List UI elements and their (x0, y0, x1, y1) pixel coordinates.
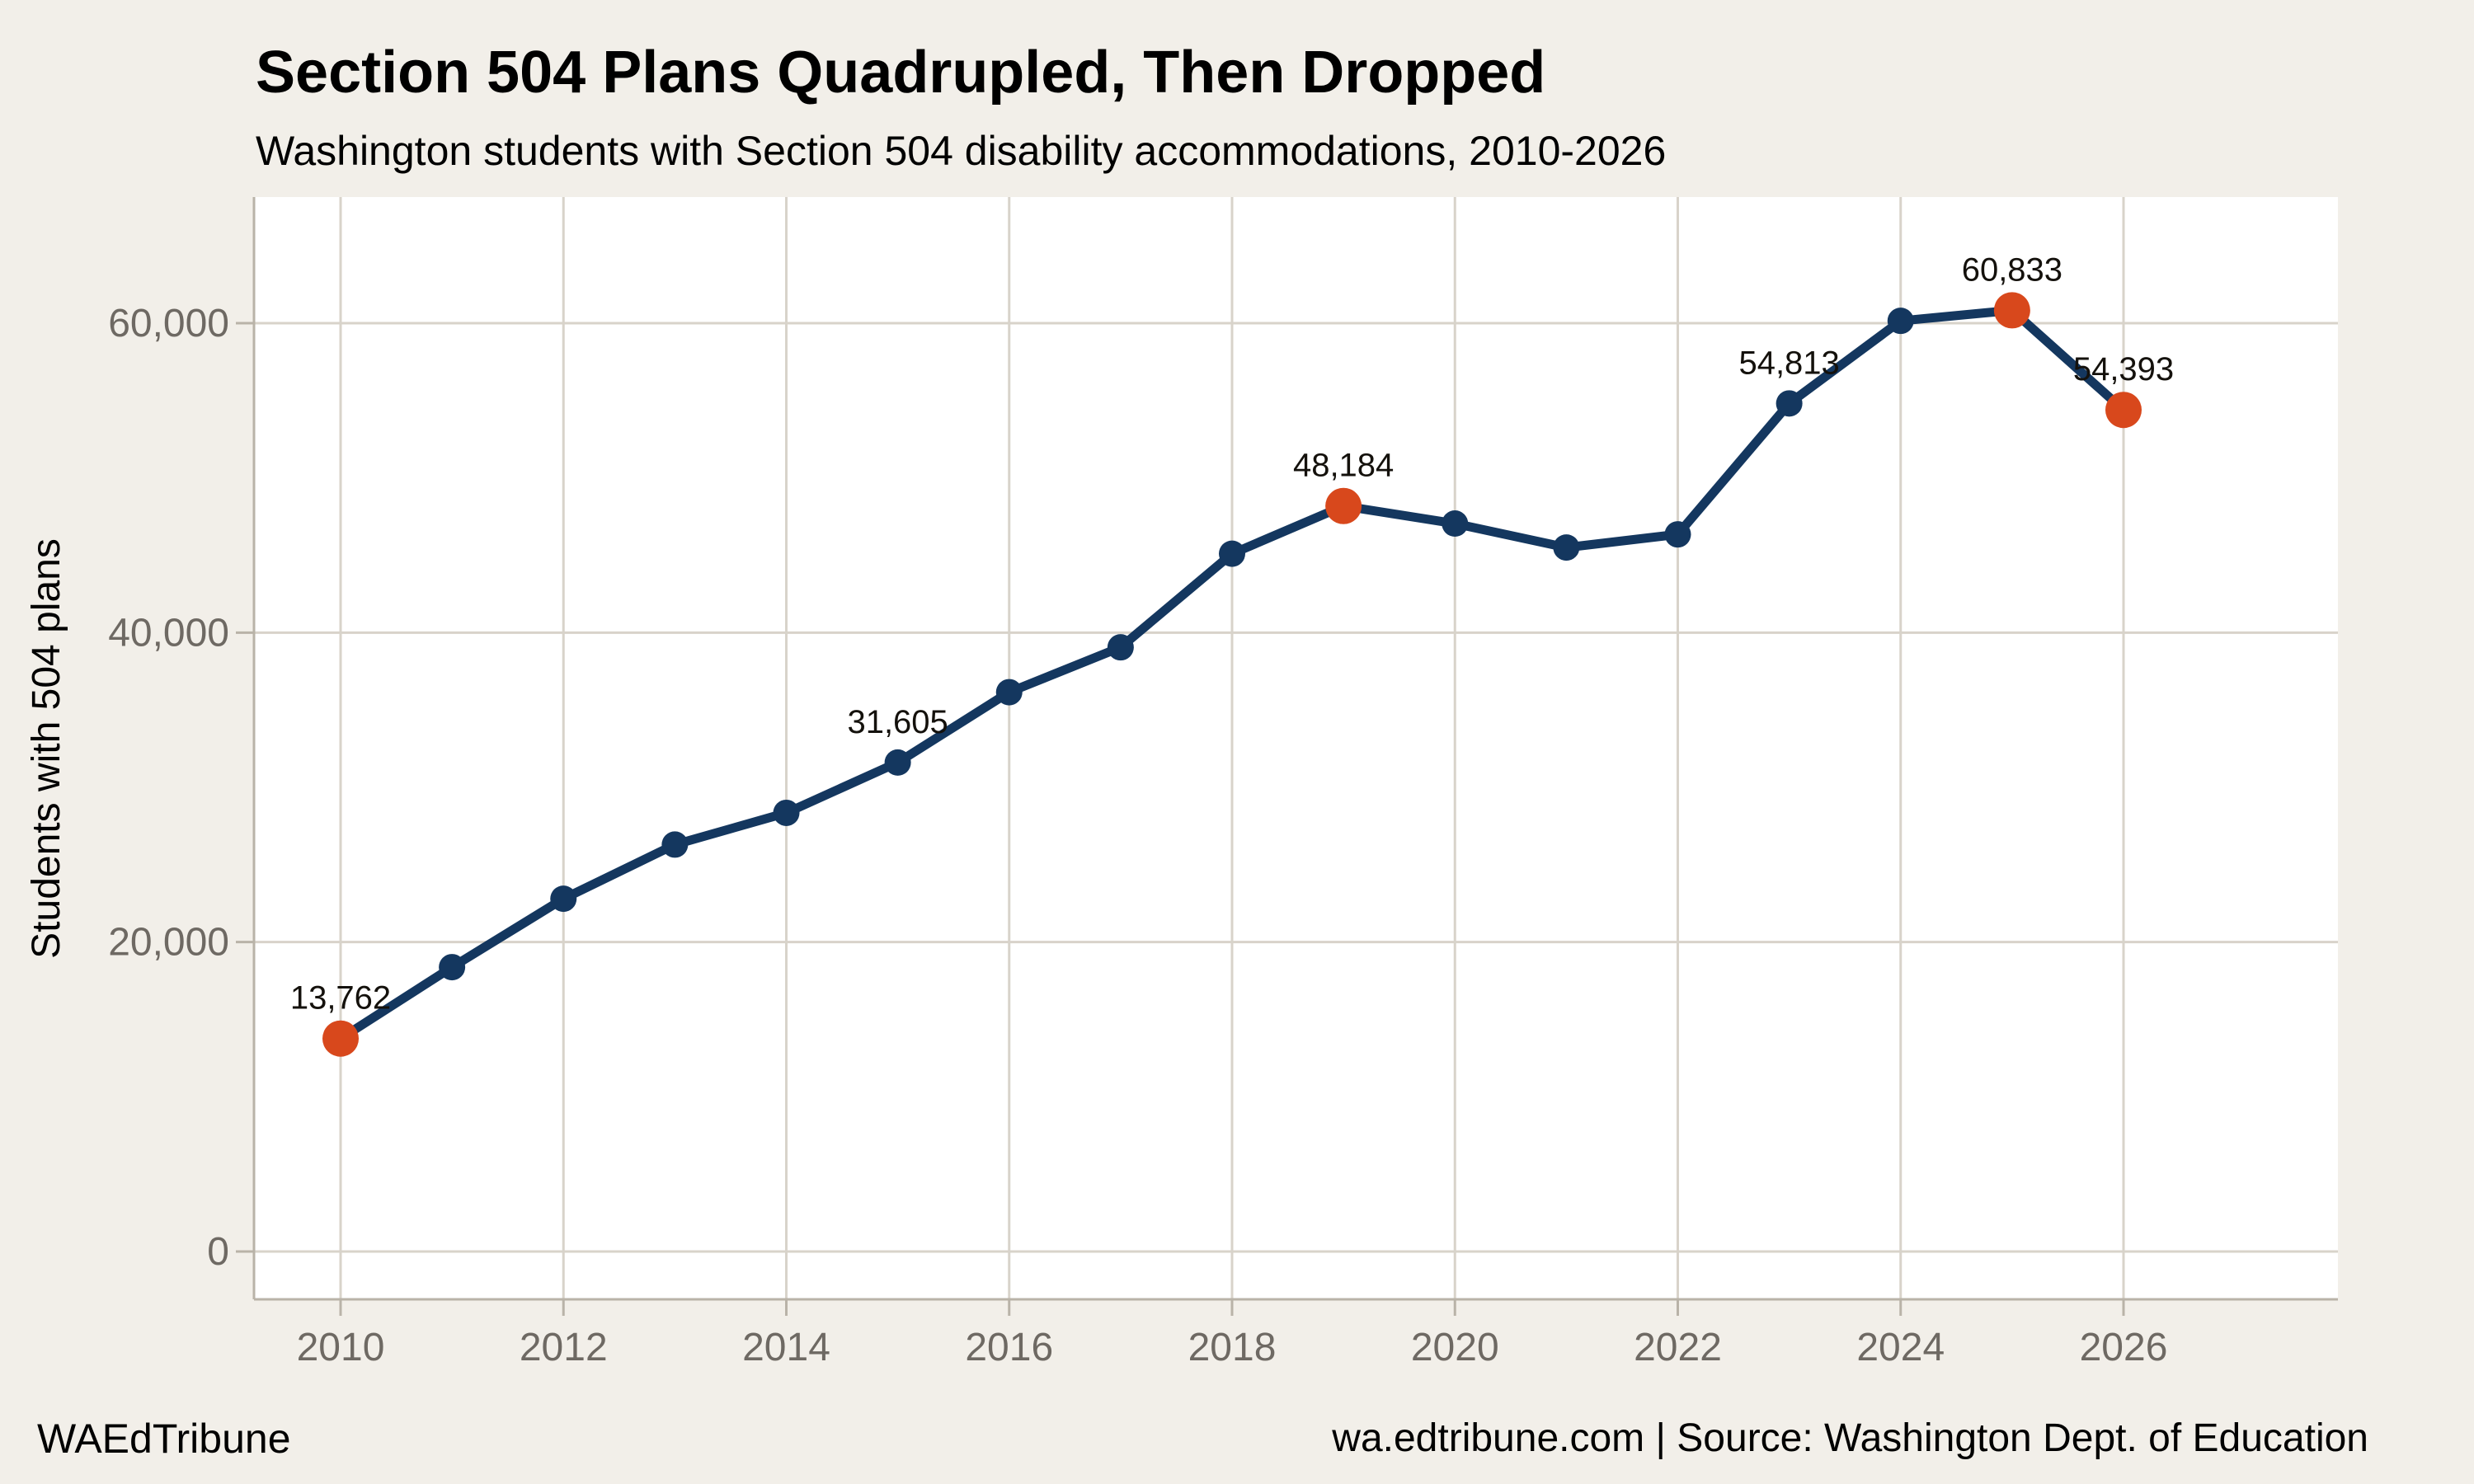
x-tick-label: 2012 (520, 1326, 608, 1369)
data-point (1776, 390, 1803, 417)
chart-subtitle: Washington students with Section 504 dis… (256, 128, 1666, 174)
x-tick-label: 2014 (742, 1326, 830, 1369)
source-footer: wa.edtribune.com | Source: Washington De… (1331, 1416, 2368, 1460)
data-point-label: 48,184 (1293, 448, 1394, 484)
data-point-label: 54,813 (1738, 345, 1839, 381)
data-point (1442, 510, 1469, 538)
x-tick-label: 2024 (1856, 1326, 1945, 1369)
data-point-label: 60,833 (1962, 251, 2062, 288)
data-point-highlighted (322, 1020, 359, 1057)
data-point (1553, 534, 1580, 561)
data-point-label: 13,762 (290, 980, 391, 1017)
data-point (550, 885, 577, 913)
x-tick-label: 2010 (297, 1326, 385, 1369)
brand-footer: WAEdTribune (37, 1416, 291, 1462)
x-tick-label: 2016 (965, 1326, 1053, 1369)
data-point (884, 749, 911, 776)
data-point (661, 831, 689, 858)
x-tick-label: 2020 (1411, 1326, 1499, 1369)
data-point (995, 679, 1023, 706)
y-tick-label: 20,000 (108, 921, 229, 965)
data-point-highlighted (2105, 392, 2142, 429)
y-tick-label: 60,000 (108, 302, 229, 345)
data-point-label: 54,393 (2073, 351, 2174, 387)
data-point (1107, 634, 1134, 661)
data-point-label: 31,605 (847, 704, 948, 740)
data-point (1887, 308, 1914, 335)
data-point (1219, 540, 1245, 567)
plot-area (254, 197, 2338, 1299)
chart-title: Section 504 Plans Quadrupled, Then Dropp… (256, 40, 1545, 106)
data-point (773, 799, 800, 826)
data-point (439, 954, 466, 981)
data-point-highlighted (1993, 292, 2030, 329)
y-axis-title: Students with 504 plans (25, 538, 68, 959)
x-tick-label: 2022 (1634, 1326, 1722, 1369)
chart-content: 2010 2012 2014 2016 2018 2020 2022 2024 2026 0 20,… (108, 197, 2338, 1369)
y-tick-label: 40,000 (108, 611, 229, 655)
x-tick-label: 2026 (2080, 1326, 2168, 1369)
y-tick-label: 0 (207, 1230, 229, 1274)
data-point (1664, 521, 1691, 548)
x-tick-label: 2018 (1188, 1326, 1277, 1369)
data-point-highlighted (1325, 487, 1362, 524)
